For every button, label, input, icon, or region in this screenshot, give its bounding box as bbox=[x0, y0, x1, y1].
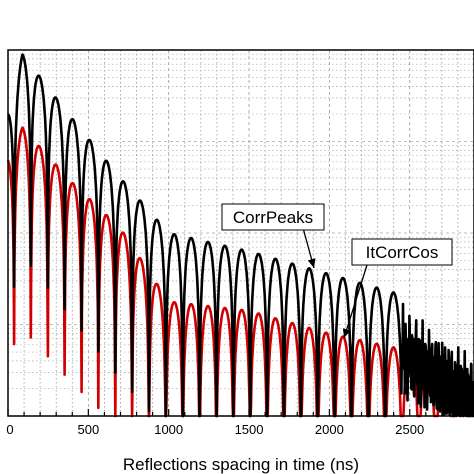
x-tick-label: 0 bbox=[6, 422, 13, 437]
x-tick-label: 500 bbox=[77, 422, 99, 437]
series-line-corrpeaks bbox=[7, 53, 474, 418]
series-layer bbox=[6, 53, 474, 418]
x-axis-ticks: 0 500 1000 1500 2000 2500 bbox=[6, 409, 474, 437]
annotation-arrowhead bbox=[342, 328, 351, 338]
annotation-arrowhead bbox=[307, 258, 316, 268]
annotation-label: CorrPeaks bbox=[233, 208, 313, 227]
x-axis-title: Reflections spacing in time (ns) bbox=[123, 455, 359, 474]
annotation-corrpeaks: CorrPeaks bbox=[221, 203, 325, 269]
annotation-label: ItCorrCos bbox=[366, 243, 439, 262]
annotation-arrow bbox=[343, 264, 368, 339]
plot-frame bbox=[7, 49, 474, 417]
x-tick-label: 1000 bbox=[154, 422, 183, 437]
annotation-box bbox=[351, 238, 453, 266]
x-tick-label: 2500 bbox=[395, 422, 424, 437]
x-tick-label: 2000 bbox=[315, 422, 344, 437]
series-line-itcorrcos bbox=[6, 126, 474, 418]
annotations: CorrPeaks ItCorrCos bbox=[221, 203, 453, 339]
annotation-itcorrcos: ItCorrCos bbox=[342, 238, 453, 339]
x-tick-label: 1500 bbox=[235, 422, 264, 437]
annotation-box bbox=[221, 203, 325, 231]
